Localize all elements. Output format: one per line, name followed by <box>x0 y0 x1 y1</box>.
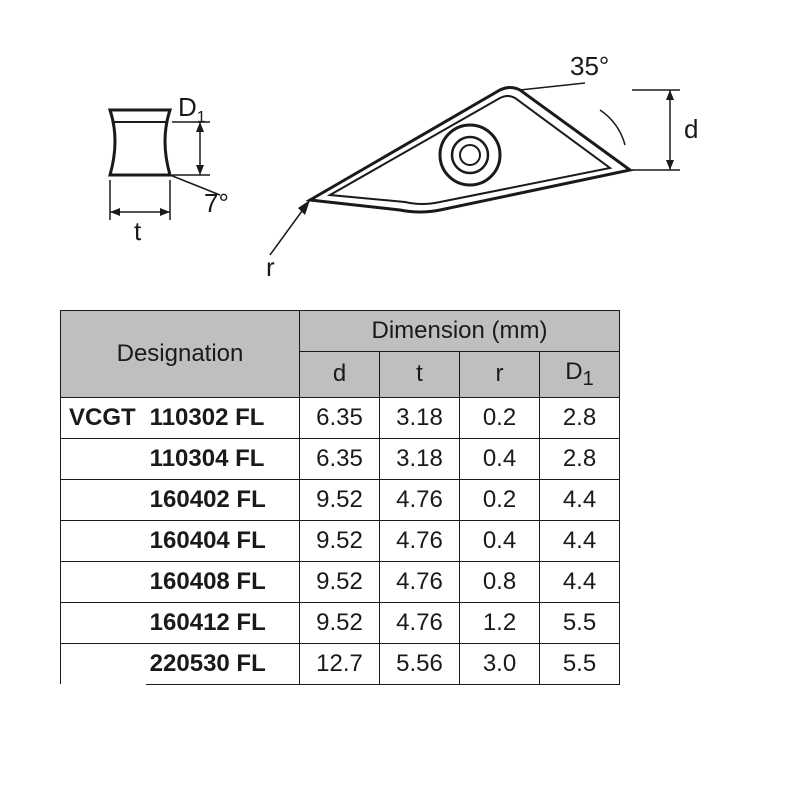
table-row: 160412 FL9.524.761.25.5 <box>61 602 620 643</box>
header-designation: Designation <box>61 311 300 398</box>
header-dimension-group: Dimension (mm) <box>300 311 620 352</box>
svg-text:D1: D1 <box>178 92 206 126</box>
cell-r: 0.2 <box>460 479 540 520</box>
cell-t: 4.76 <box>380 479 460 520</box>
label-7deg: 7° <box>204 188 229 218</box>
label-d1: D <box>178 92 197 122</box>
designation-prefix <box>61 643 146 684</box>
cell-r: 0.2 <box>460 397 540 438</box>
cell-d1: 5.5 <box>540 602 620 643</box>
col-d: d <box>300 352 380 398</box>
designation-prefix <box>61 520 146 561</box>
cell-d1: 4.4 <box>540 561 620 602</box>
designation-code: 160408 FL <box>146 561 300 602</box>
dimensions-table: Designation Dimension (mm) d t r D1 VCGT… <box>60 310 620 685</box>
diagram-svg: D1 7° t 35° <box>60 40 740 280</box>
designation-code: 160402 FL <box>146 479 300 520</box>
label-35deg: 35° <box>570 51 609 81</box>
cell-d1: 5.5 <box>540 643 620 684</box>
cell-t: 5.56 <box>380 643 460 684</box>
cell-t: 3.18 <box>380 438 460 479</box>
cell-t: 4.76 <box>380 602 460 643</box>
top-view: 35° d r <box>266 51 698 280</box>
designation-code: 110304 FL <box>146 438 300 479</box>
cell-d: 6.35 <box>300 438 380 479</box>
table-row: 160408 FL9.524.760.84.4 <box>61 561 620 602</box>
table-row: 160402 FL9.524.760.24.4 <box>61 479 620 520</box>
cell-r: 0.4 <box>460 438 540 479</box>
designation-code: 220530 FL <box>146 643 300 684</box>
designation-code: 110302 FL <box>146 397 300 438</box>
cell-t: 4.76 <box>380 520 460 561</box>
table-body: VCGT110302 FL6.353.180.22.8110304 FL6.35… <box>61 397 620 684</box>
label-d: d <box>684 114 698 144</box>
table-row: 160404 FL9.524.760.44.4 <box>61 520 620 561</box>
label-r: r <box>266 252 275 280</box>
cell-d1: 4.4 <box>540 520 620 561</box>
cell-r: 0.8 <box>460 561 540 602</box>
table-row: VCGT110302 FL6.353.180.22.8 <box>61 397 620 438</box>
table-row: 220530 FL12.75.563.05.5 <box>61 643 620 684</box>
cell-d: 9.52 <box>300 520 380 561</box>
cell-d: 9.52 <box>300 479 380 520</box>
designation-prefix <box>61 479 146 520</box>
designation-prefix: VCGT <box>61 397 146 438</box>
cell-t: 4.76 <box>380 561 460 602</box>
designation-prefix <box>61 438 146 479</box>
designation-code: 160404 FL <box>146 520 300 561</box>
cell-d1: 2.8 <box>540 397 620 438</box>
designation-prefix <box>61 602 146 643</box>
side-view: D1 7° t <box>110 92 229 246</box>
cell-r: 0.4 <box>460 520 540 561</box>
cell-d1: 4.4 <box>540 479 620 520</box>
table-row: 110304 FL6.353.180.42.8 <box>61 438 620 479</box>
col-d1: D1 <box>540 352 620 398</box>
cell-t: 3.18 <box>380 397 460 438</box>
cell-d1: 2.8 <box>540 438 620 479</box>
cell-r: 3.0 <box>460 643 540 684</box>
cell-d: 6.35 <box>300 397 380 438</box>
cell-d: 12.7 <box>300 643 380 684</box>
cell-d: 9.52 <box>300 561 380 602</box>
col-t: t <box>380 352 460 398</box>
cell-d: 9.52 <box>300 602 380 643</box>
label-t: t <box>134 216 142 246</box>
col-r: r <box>460 352 540 398</box>
designation-prefix <box>61 561 146 602</box>
cell-r: 1.2 <box>460 602 540 643</box>
designation-code: 160412 FL <box>146 602 300 643</box>
technical-diagram: D1 7° t 35° <box>60 40 740 280</box>
